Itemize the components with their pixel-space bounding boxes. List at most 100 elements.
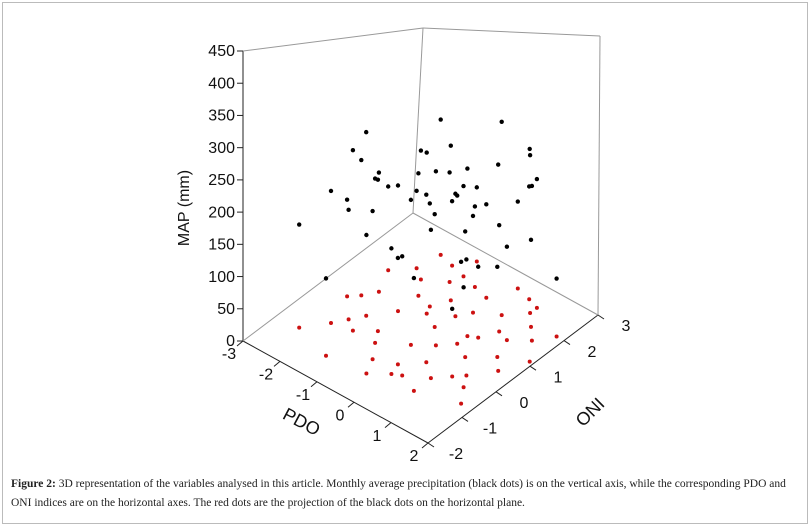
data-dot: [344, 197, 350, 202]
y-axis-title: ONI: [572, 394, 609, 431]
projection-dot: [297, 325, 302, 330]
x-tick-label: -3: [222, 346, 236, 363]
projection-dot: [324, 353, 328, 358]
y-tick-label: -1: [483, 421, 497, 438]
data-dot: [470, 213, 476, 219]
data-dot: [455, 193, 460, 198]
data-dot: [359, 157, 364, 163]
y-tick-label: 0: [520, 395, 529, 412]
back-edge: [412, 27, 424, 214]
y-tick: [461, 416, 469, 422]
data-dot: [461, 285, 466, 290]
data-dot: [499, 119, 504, 124]
projection-dot: [484, 295, 489, 300]
data-dot: [389, 246, 394, 251]
projection-dot: [364, 313, 369, 318]
data-dot: [463, 229, 468, 234]
top-edge: [422, 27, 601, 37]
data-dot: [328, 188, 334, 194]
projection-dot: [461, 274, 466, 279]
projection-dot: [395, 362, 400, 367]
data-dot: [438, 117, 443, 122]
projection-dot: [528, 311, 533, 316]
projection-dot: [428, 376, 433, 381]
data-dot: [411, 275, 417, 281]
projection-dot: [472, 285, 477, 290]
z-tick-label: 400: [208, 75, 235, 92]
projection-dot: [418, 277, 423, 282]
y-tick-label: 2: [588, 344, 597, 361]
y-tick: [529, 365, 537, 371]
projection-dot: [433, 343, 438, 348]
data-dot: [323, 276, 329, 281]
projection-dot: [504, 338, 509, 343]
data-dot: [448, 143, 453, 148]
projection-dot: [359, 293, 364, 298]
projection-dot: [459, 401, 464, 406]
projection-dot: [464, 373, 469, 378]
data-dot: [424, 192, 429, 197]
data-dot: [395, 255, 401, 261]
projection-dot: [438, 252, 443, 257]
data-dot: [461, 183, 466, 189]
y-tick-label: -2: [449, 446, 463, 463]
projection-dot: [515, 286, 520, 291]
projection-dot: [476, 335, 481, 340]
data-dot: [414, 188, 419, 194]
y-axis-line: [427, 314, 599, 444]
data-dot: [474, 185, 479, 190]
projection-dot: [416, 293, 421, 298]
data-dot: [472, 204, 478, 209]
data-dot: [418, 148, 424, 153]
projection-dot: [345, 294, 350, 299]
y-tick-label: 3: [622, 318, 631, 335]
data-dot: [449, 198, 455, 204]
projection-dot: [529, 338, 534, 343]
data-dot: [554, 276, 559, 281]
z-tick-label: 300: [208, 140, 235, 157]
projection-dot: [463, 355, 468, 360]
data-dot: [484, 202, 489, 207]
projection-dot: [424, 311, 429, 316]
projection-dot: [453, 314, 458, 319]
z-tick-label: 100: [208, 269, 235, 286]
data-dot: [364, 232, 369, 238]
data-dot: [458, 259, 464, 265]
data-dot: [495, 264, 500, 270]
y-tick: [495, 391, 503, 397]
projection-dot: [350, 328, 355, 333]
data-dot: [395, 183, 401, 188]
projection-dot: [499, 313, 504, 318]
z-tick-label: 200: [208, 204, 235, 221]
projection-dot: [427, 304, 432, 309]
y-tick: [563, 340, 571, 346]
x-tick: [236, 340, 244, 347]
data-dot: [370, 208, 375, 214]
data-dot: [376, 170, 382, 175]
projection-dot: [527, 297, 532, 302]
top-edge: [242, 27, 424, 52]
projection-dot: [495, 355, 500, 360]
z-tick-label: 250: [208, 172, 235, 189]
data-dot: [297, 222, 302, 227]
caption-label: Figure 2:: [11, 478, 56, 490]
data-dot: [364, 129, 369, 135]
projection-dot: [455, 341, 460, 346]
x-axis-line: [242, 340, 429, 444]
data-dot: [400, 254, 405, 259]
z-tick-label: 450: [208, 43, 235, 60]
data-dot: [450, 306, 455, 312]
projection-dot: [450, 374, 455, 379]
projection-dot: [529, 324, 533, 329]
projection-dot: [329, 321, 333, 325]
x-tick: [310, 381, 318, 388]
y-tick: [597, 314, 605, 320]
data-dot: [476, 264, 481, 269]
y-tick-label: 1: [554, 369, 563, 386]
data-dot: [527, 146, 532, 152]
x-tick-label: 0: [336, 407, 345, 424]
data-dot: [350, 147, 356, 153]
back-edge: [597, 35, 601, 316]
projection-dot: [411, 388, 416, 393]
data-dot: [447, 170, 452, 175]
